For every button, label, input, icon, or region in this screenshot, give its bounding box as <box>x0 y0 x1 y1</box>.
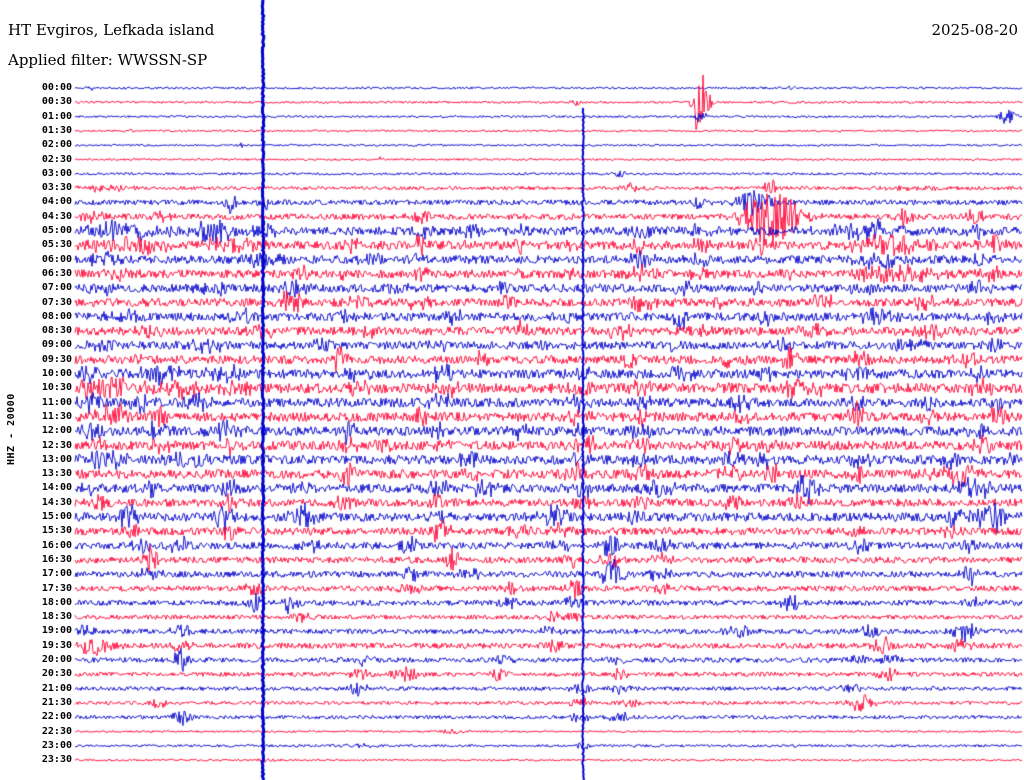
time-label: 07:30 <box>41 296 72 308</box>
time-label: 17:00 <box>41 568 72 580</box>
time-label: 03:00 <box>41 167 72 179</box>
time-label: 08:30 <box>41 325 72 337</box>
time-label: 01:30 <box>41 124 72 136</box>
time-label: 18:30 <box>41 611 72 623</box>
time-label: 21:30 <box>41 696 72 708</box>
time-label: 18:00 <box>41 596 72 608</box>
time-label: 23:00 <box>41 739 72 751</box>
time-label: 19:00 <box>41 625 72 637</box>
time-label: 09:00 <box>41 339 72 351</box>
time-label: 21:00 <box>41 682 72 694</box>
time-label: 13:30 <box>41 468 72 480</box>
time-label: 02:00 <box>41 139 72 151</box>
time-label: 11:30 <box>41 410 72 422</box>
time-label: 07:00 <box>41 282 72 294</box>
time-label: 12:00 <box>41 425 72 437</box>
time-label: 06:00 <box>41 253 72 265</box>
time-label: 01:00 <box>41 110 72 122</box>
time-label: 13:00 <box>41 453 72 465</box>
time-label: 20:00 <box>41 654 72 665</box>
time-label: 00:30 <box>41 96 72 108</box>
time-label: 05:30 <box>41 239 72 251</box>
time-label: 20:30 <box>41 668 72 680</box>
time-label: 02:30 <box>41 153 72 165</box>
time-label: 05:00 <box>41 225 72 236</box>
time-label: 22:30 <box>41 725 72 737</box>
time-label: 14:30 <box>41 496 72 508</box>
time-label: 16:30 <box>41 553 72 565</box>
time-label: 15:00 <box>41 511 72 522</box>
time-label: 06:30 <box>41 267 72 279</box>
time-label: 00:00 <box>41 82 72 93</box>
time-label: 09:30 <box>41 353 72 365</box>
time-label: 10:00 <box>41 368 72 379</box>
time-label: 19:30 <box>41 639 72 651</box>
time-label: 12:30 <box>41 439 72 451</box>
time-label: 14:00 <box>41 482 72 494</box>
time-label: 16:00 <box>41 539 72 551</box>
time-label: 11:00 <box>41 396 72 408</box>
time-label: 23:30 <box>41 754 72 766</box>
time-label: 15:30 <box>41 525 72 537</box>
time-label: 04:00 <box>41 196 72 208</box>
time-label: 22:00 <box>41 711 72 723</box>
time-label: 10:30 <box>41 382 72 394</box>
time-label: 04:30 <box>41 210 72 222</box>
time-label: 08:00 <box>41 310 72 322</box>
time-label: 03:30 <box>41 182 72 194</box>
time-label: 17:30 <box>41 582 72 594</box>
